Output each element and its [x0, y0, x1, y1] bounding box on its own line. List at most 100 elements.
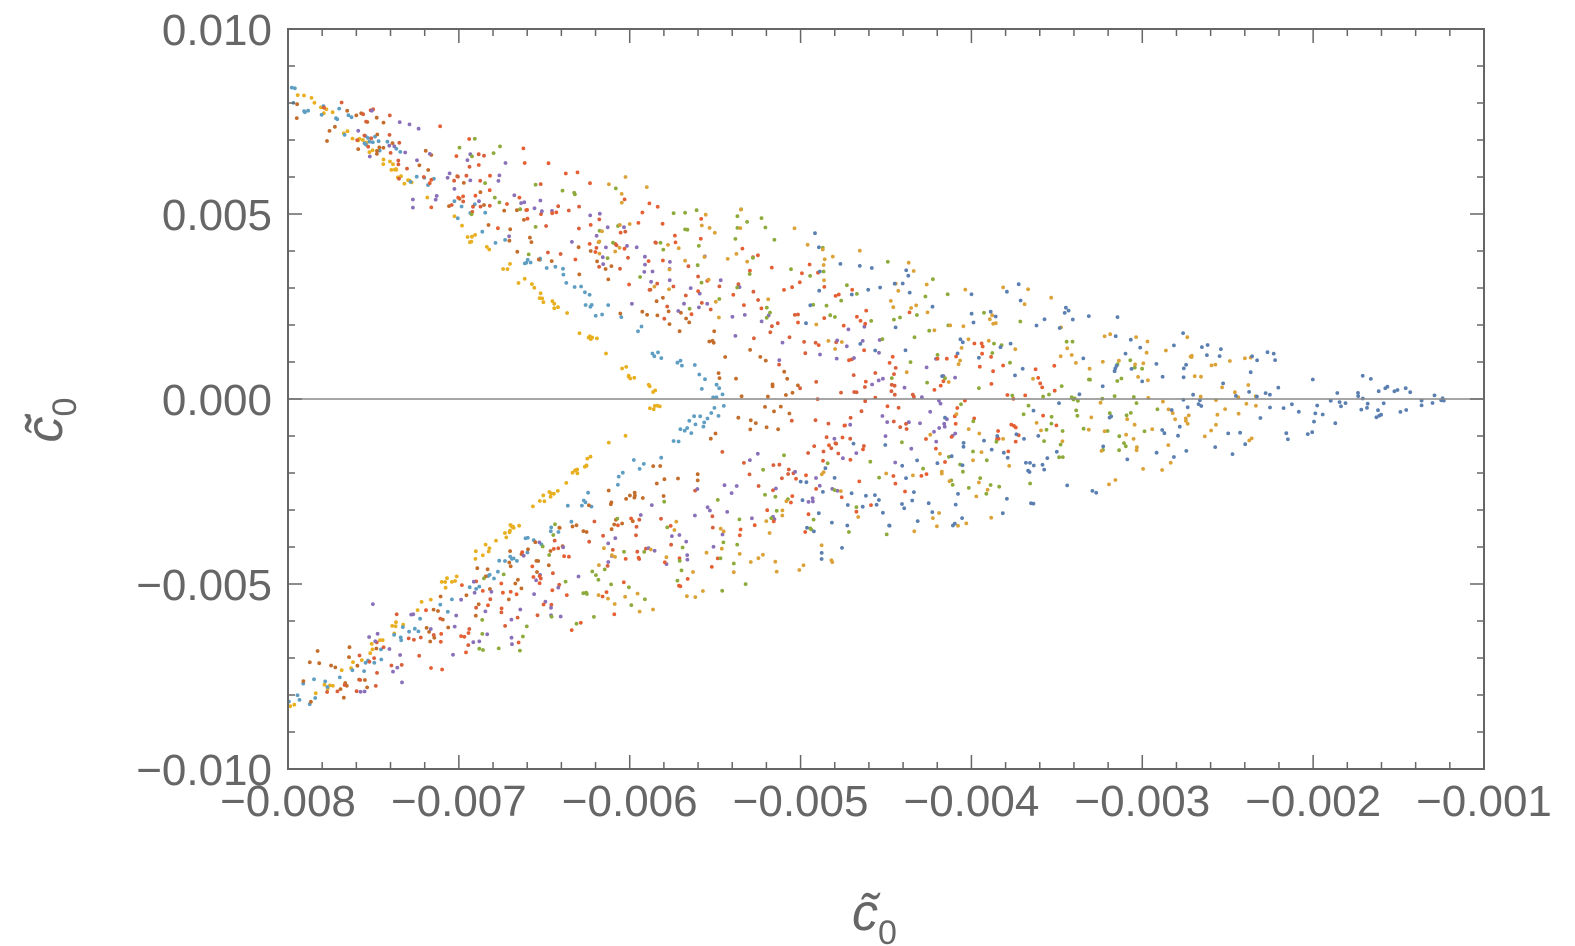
- data-point: [1001, 437, 1005, 441]
- data-point: [771, 519, 776, 524]
- data-point: [367, 659, 372, 664]
- data-point: [847, 358, 851, 363]
- data-point: [428, 639, 433, 644]
- data-point: [613, 186, 618, 191]
- data-point: [1368, 377, 1373, 381]
- data-point: [363, 678, 367, 682]
- data-point: [685, 557, 690, 562]
- data-point: [909, 446, 914, 451]
- data-point: [806, 500, 811, 504]
- data-point: [573, 257, 578, 262]
- data-point: [869, 266, 874, 270]
- data-point: [797, 280, 802, 285]
- data-point: [961, 469, 965, 474]
- data-point: [654, 481, 659, 486]
- data-point: [966, 337, 971, 342]
- data-point: [845, 283, 849, 288]
- data-point: [935, 461, 940, 466]
- data-point: [1028, 481, 1032, 486]
- data-point: [898, 315, 902, 320]
- data-point: [499, 610, 504, 615]
- data-point: [852, 356, 856, 360]
- data-point: [703, 377, 707, 382]
- data-point: [908, 360, 913, 364]
- data-point: [482, 153, 486, 158]
- data-point: [526, 547, 530, 552]
- data-point: [1170, 411, 1175, 415]
- data-point: [949, 454, 954, 459]
- data-point: [821, 458, 825, 463]
- data-point: [977, 355, 981, 360]
- data-point: [329, 663, 333, 668]
- data-point: [431, 607, 436, 612]
- data-point: [588, 213, 593, 218]
- data-point: [1131, 395, 1136, 399]
- data-point: [1360, 373, 1365, 378]
- data-point: [836, 292, 841, 297]
- data-point: [937, 511, 941, 515]
- data-point: [689, 431, 694, 435]
- data-point: [529, 240, 534, 245]
- data-point: [1392, 389, 1397, 394]
- data-point: [1117, 358, 1121, 363]
- data-point: [903, 348, 908, 353]
- data-point: [984, 491, 989, 496]
- data-point: [525, 550, 530, 555]
- data-point: [764, 305, 769, 310]
- data-point: [577, 204, 581, 209]
- data-point: [579, 284, 583, 289]
- data-point: [577, 272, 582, 277]
- data-point: [687, 306, 692, 311]
- data-point: [720, 450, 725, 454]
- data-point: [428, 597, 433, 602]
- data-point: [904, 268, 909, 273]
- data-point: [459, 597, 463, 602]
- data-point: [1013, 347, 1018, 352]
- data-point: [507, 238, 512, 243]
- data-point: [855, 314, 859, 319]
- data-point: [526, 252, 531, 257]
- data-point: [361, 112, 365, 117]
- data-point: [397, 176, 401, 181]
- data-point: [381, 157, 386, 162]
- data-point: [800, 498, 805, 503]
- data-point: [597, 563, 601, 567]
- data-point: [822, 316, 827, 320]
- data-point: [503, 161, 508, 165]
- data-point: [748, 268, 752, 273]
- data-point: [595, 259, 599, 264]
- data-point: [926, 501, 931, 506]
- data-point: [682, 301, 686, 306]
- data-point: [736, 282, 741, 287]
- data-point: [701, 424, 706, 429]
- data-point: [1205, 343, 1210, 347]
- data-point: [1335, 391, 1340, 395]
- data-point: [1376, 389, 1381, 394]
- data-point: [1141, 467, 1145, 471]
- data-point: [323, 679, 328, 684]
- data-point: [1042, 467, 1047, 472]
- data-point: [714, 395, 719, 400]
- data-point: [563, 579, 568, 584]
- data-point: [587, 503, 591, 508]
- data-point: [358, 678, 363, 682]
- data-point: [570, 470, 575, 475]
- data-point: [889, 389, 894, 394]
- data-point: [873, 493, 877, 497]
- data-point: [293, 86, 297, 91]
- data-point: [330, 110, 335, 115]
- data-point: [497, 173, 502, 178]
- data-point: [814, 380, 819, 384]
- data-point: [768, 310, 772, 315]
- data-point: [705, 416, 710, 421]
- data-point: [1001, 363, 1005, 368]
- data-point: [415, 608, 420, 612]
- data-point: [551, 571, 555, 576]
- data-point: [536, 559, 541, 563]
- data-point: [1209, 363, 1214, 368]
- data-point: [508, 528, 512, 533]
- data-point: [932, 388, 937, 392]
- data-point: [1184, 419, 1188, 423]
- data-point: [518, 648, 522, 653]
- data-point: [496, 226, 500, 231]
